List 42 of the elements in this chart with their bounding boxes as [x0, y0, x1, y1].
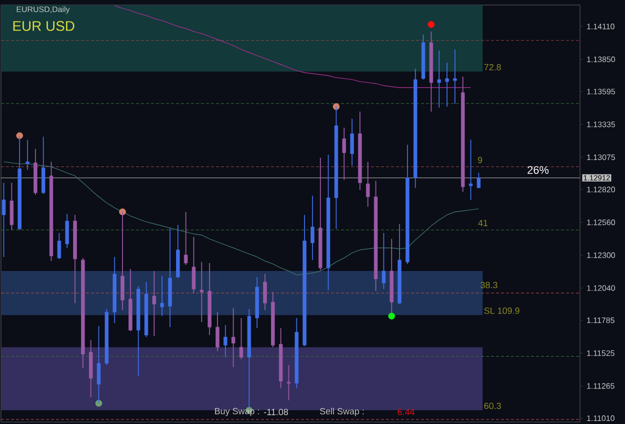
candlestick [468, 139, 473, 200]
band-label: 72.8 [484, 64, 501, 70]
candlestick [160, 276, 164, 317]
candlestick [310, 195, 314, 260]
annotation: Sell Swap : [320, 408, 364, 416]
candlestick [476, 172, 481, 188]
candlestick [184, 211, 188, 266]
annotation: 6.44 [398, 408, 414, 416]
candlestick [200, 262, 204, 322]
candlestick [152, 270, 156, 337]
annotation: Buy Swap : [215, 408, 259, 416]
candlestick [437, 50, 441, 108]
candlestick [445, 62, 449, 108]
annotation: -11.08 [264, 408, 288, 416]
text: 26% [528, 166, 549, 174]
annotation: 38.3 [480, 282, 498, 288]
candlestick [453, 49, 457, 104]
candlestick [192, 236, 196, 294]
point [332, 103, 340, 110]
candlestick [65, 213, 69, 248]
annotation: 9 [478, 156, 482, 164]
point [428, 21, 435, 28]
point [388, 312, 396, 320]
candlestick [239, 318, 244, 360]
candlestick [216, 312, 220, 352]
annotation: 41 [478, 220, 488, 226]
candlestick [263, 274, 267, 310]
band-label: SL 109.9 [484, 308, 520, 314]
text: EUR USD [13, 21, 74, 31]
candlestick [26, 139, 30, 170]
candlestick [366, 161, 370, 208]
point [95, 400, 102, 407]
point [16, 132, 23, 140]
band-label: 60.3 [484, 402, 501, 410]
candlestick [231, 308, 236, 368]
candlestick [382, 232, 386, 290]
candlestick [2, 182, 6, 258]
candlestick [57, 232, 62, 260]
candlestick [224, 324, 228, 358]
candlestick [286, 364, 291, 401]
candlestick [350, 118, 354, 166]
candlestick [342, 127, 346, 180]
